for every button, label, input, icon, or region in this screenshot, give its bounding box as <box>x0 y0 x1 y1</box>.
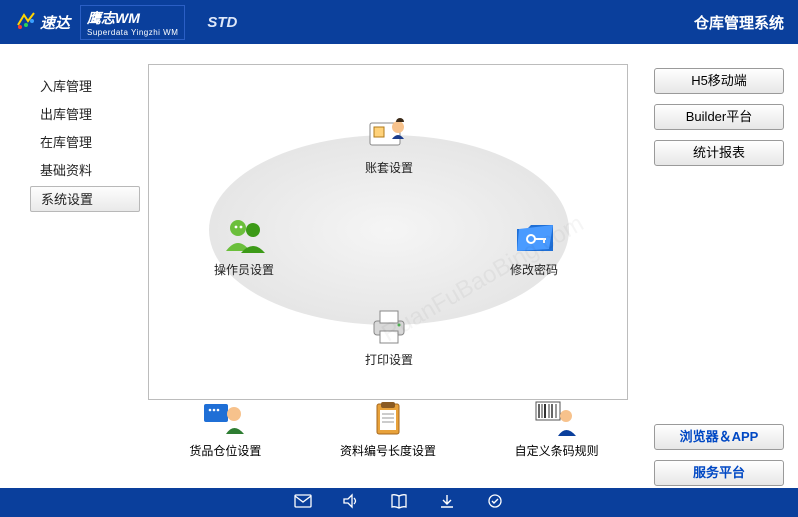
printer-icon <box>368 305 410 347</box>
node-operator-settings[interactable]: 操作员设置 <box>199 215 289 278</box>
node-account-settings[interactable]: 账套设置 <box>344 113 434 176</box>
btn-label: 统计报表 <box>693 145 745 160</box>
btn-label: 服务平台 <box>693 465 745 480</box>
right-buttons-bottom: 浏览器＆APP 服务平台 <box>654 424 784 496</box>
header-bar: 速达 鹰志WM Superdata Yingzhi WM STD 仓库管理系统 <box>0 0 798 44</box>
brand-edition: STD <box>207 14 237 31</box>
shortcut-goods-location[interactable]: 货品仓位设置 <box>189 400 261 459</box>
sidebar-item-label: 系统设置 <box>41 192 93 207</box>
sound-icon[interactable] <box>342 493 360 512</box>
brand-product-box: 鹰志WM Superdata Yingzhi WM <box>80 5 185 40</box>
btn-reports[interactable]: 统计报表 <box>654 140 784 166</box>
shortcut-label: 资料编号长度设置 <box>340 444 436 458</box>
brand-cn: 速达 <box>40 12 70 33</box>
sidebar-item-label: 在库管理 <box>40 135 92 150</box>
btn-label: 浏览器＆APP <box>680 429 759 444</box>
brand-mark-icon <box>14 11 36 33</box>
users-icon <box>223 215 265 257</box>
shortcut-code-length[interactable]: 资料编号长度设置 <box>340 400 436 459</box>
bottom-shortcuts: 货品仓位设置 资料编号长度设置 <box>150 400 638 459</box>
sidebar-item-label: 入库管理 <box>40 79 92 94</box>
sidebar: 入库管理 出库管理 在库管理 基础资料 系统设置 <box>0 44 140 488</box>
folder-key-icon <box>513 215 555 257</box>
check-circle-icon[interactable] <box>486 493 504 512</box>
goods-location-icon <box>202 400 248 440</box>
btn-browser-app[interactable]: 浏览器＆APP <box>654 424 784 450</box>
btn-h5-mobile[interactable]: H5移动端 <box>654 68 784 94</box>
sidebar-item-stock[interactable]: 在库管理 <box>30 130 140 156</box>
shortcut-label: 自定义条码规则 <box>515 444 599 458</box>
btn-service-platform[interactable]: 服务平台 <box>654 460 784 486</box>
node-label: 修改密码 <box>510 263 558 277</box>
clipboard-icon <box>365 400 411 440</box>
right-buttons-top: H5移动端 Builder平台 统计报表 <box>654 68 784 176</box>
footer-bar <box>0 488 798 517</box>
node-label: 打印设置 <box>365 353 413 367</box>
node-change-password[interactable]: 修改密码 <box>489 215 579 278</box>
btn-label: H5移动端 <box>691 73 747 88</box>
node-label: 操作员设置 <box>214 263 274 277</box>
barcode-user-icon <box>534 400 580 440</box>
shortcut-label: 货品仓位设置 <box>189 444 261 458</box>
node-printer-settings[interactable]: 打印设置 <box>344 305 434 368</box>
shortcut-barcode-rules[interactable]: 自定义条码规则 <box>515 400 599 459</box>
node-label: 账套设置 <box>365 161 413 175</box>
download-icon[interactable] <box>438 493 456 512</box>
sidebar-item-label: 出库管理 <box>40 107 92 122</box>
sidebar-item-settings[interactable]: 系统设置 <box>30 186 140 212</box>
system-title: 仓库管理系统 <box>694 12 784 33</box>
brand-sub: Superdata Yingzhi WM <box>87 28 178 37</box>
btn-builder[interactable]: Builder平台 <box>654 104 784 130</box>
sidebar-item-label: 基础资料 <box>40 163 92 178</box>
btn-label: Builder平台 <box>686 109 752 124</box>
center-panel: 账套设置 操作员设置 <box>148 64 628 400</box>
sidebar-item-outbound[interactable]: 出库管理 <box>30 102 140 128</box>
account-card-icon <box>368 113 410 155</box>
mail-icon[interactable] <box>294 493 312 512</box>
sidebar-item-basedata[interactable]: 基础资料 <box>30 158 140 184</box>
brand-logo: 速达 鹰志WM Superdata Yingzhi WM STD <box>14 5 237 40</box>
sidebar-item-inbound[interactable]: 入库管理 <box>30 74 140 100</box>
book-icon[interactable] <box>390 493 408 512</box>
brand-product: 鹰志WM <box>87 8 178 28</box>
